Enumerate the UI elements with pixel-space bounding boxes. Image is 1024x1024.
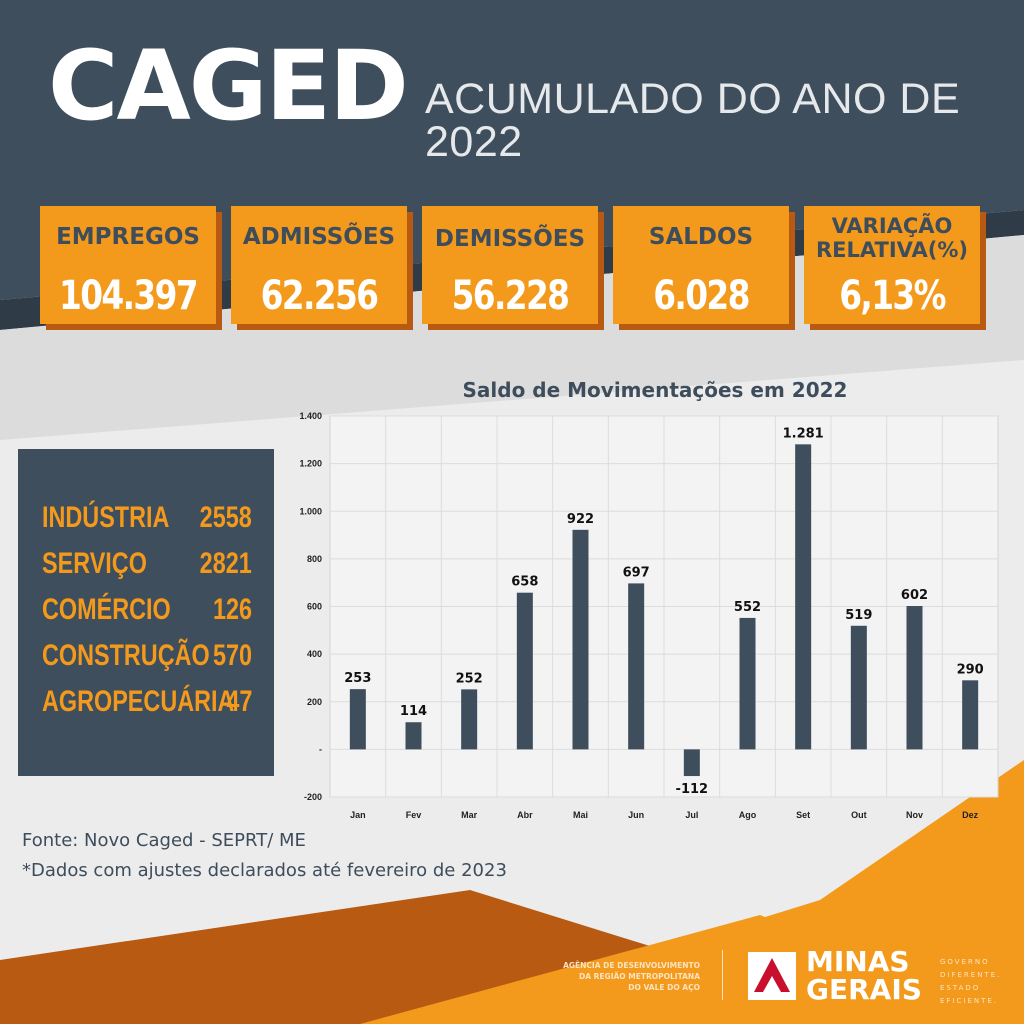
- x-tick-label: Jan: [350, 810, 366, 820]
- bar-dez: [962, 680, 979, 750]
- footnote-line: *Dados com ajustes declarados até fevere…: [22, 860, 507, 881]
- kpi-label: SALDOS: [648, 224, 754, 250]
- kpi-value: 6.028: [653, 273, 750, 319]
- bar-out: [850, 625, 867, 750]
- bar-jul: [683, 749, 700, 777]
- data-label: 253: [344, 671, 371, 686]
- sector-row-servico: SERVIÇO 2821: [42, 547, 252, 587]
- data-label: 697: [623, 565, 650, 580]
- data-label: 1.281: [783, 426, 824, 441]
- data-label: 114: [400, 704, 427, 719]
- bar-set: [795, 444, 812, 750]
- bar-chart: -200-2004006008001.0001.2001.400253Jan11…: [299, 411, 999, 820]
- data-label: 922: [567, 512, 594, 527]
- source-line: Fonte: Novo Caged - SEPRT/ ME: [22, 830, 306, 851]
- x-tick-label: Set: [796, 810, 810, 820]
- y-tick-label: -: [319, 744, 322, 754]
- sector-name: INDÚSTRIA: [42, 501, 170, 534]
- brand-line: GERAIS: [806, 973, 922, 1006]
- y-tick-label: 1.200: [299, 459, 322, 469]
- sector-value: 126: [212, 593, 252, 626]
- kpi-value: 62.256: [260, 273, 379, 319]
- bar-mai: [572, 529, 589, 750]
- x-tick-label: Dez: [962, 810, 979, 820]
- kpi-label: ADMISSÕES: [242, 224, 396, 250]
- agency-line: AGÊNCIA DE DESENVOLVIMENTO: [563, 961, 700, 970]
- y-tick-label: 400: [307, 649, 322, 659]
- sector-value: 47: [225, 685, 252, 718]
- slogan-line: GOVERNO: [940, 958, 990, 966]
- sector-row-industria: INDÚSTRIA 2558: [42, 501, 252, 541]
- y-tick-label: -200: [304, 792, 322, 802]
- chart-title: Saldo de Movimentações em 2022: [462, 378, 848, 402]
- data-label: 602: [901, 588, 928, 603]
- x-tick-label: Jun: [628, 810, 644, 820]
- kpi-label-line2: RELATIVA(%): [816, 238, 968, 262]
- brand-line: MINAS: [806, 945, 910, 978]
- page-title: CAGED: [48, 30, 409, 142]
- sector-value: 570: [212, 639, 252, 672]
- slogan-line: ESTADO: [940, 984, 981, 992]
- kpi-value: 56.228: [451, 273, 570, 319]
- kpi-empregos: EMPREGOS 104.397: [40, 206, 216, 324]
- data-label: 658: [511, 575, 538, 590]
- x-tick-label: Nov: [906, 810, 923, 820]
- source-note: Fonte: Novo Caged - SEPRT/ ME *Dados com…: [22, 826, 507, 886]
- sector-panel: INDÚSTRIA 2558 SERVIÇO 2821 COMÉRCIO 126…: [18, 449, 274, 776]
- sector-value: 2558: [199, 501, 252, 534]
- brand-name: MINAS GERAIS: [806, 948, 922, 1004]
- kpi-saldos: SALDOS 6.028: [613, 206, 789, 324]
- bar-mar: [461, 689, 478, 750]
- data-label: 290: [957, 662, 984, 677]
- x-tick-label: Mai: [573, 810, 588, 820]
- bar-jun: [628, 583, 645, 750]
- y-tick-label: 1.000: [299, 506, 322, 516]
- bar-abr: [516, 592, 533, 750]
- minas-gerais-triangle-icon: [748, 952, 796, 1000]
- kpi-admissoes: ADMISSÕES 62.256: [231, 206, 407, 324]
- kpi-label: VARIAÇÃO RELATIVA(%): [804, 214, 980, 262]
- sector-name: SERVIÇO: [42, 547, 147, 580]
- slogan-line: DIFERENTE.: [940, 971, 1002, 979]
- logo-divider: [722, 950, 723, 1000]
- kpi-label: DEMISSÕES: [434, 226, 586, 252]
- sector-row-construcao: CONSTRUÇÃO 570: [42, 639, 252, 679]
- x-tick-label: Ago: [739, 810, 757, 820]
- agency-line: DO VALE DO AÇO: [628, 983, 700, 992]
- sector-name: AGROPECUÁRIA: [42, 685, 235, 718]
- data-label: 252: [456, 671, 483, 686]
- y-tick-label: 200: [307, 697, 322, 707]
- x-tick-label: Abr: [517, 810, 533, 820]
- page-subtitle: ACUMULADO DO ANO DE 2022: [425, 75, 961, 166]
- x-tick-label: Out: [851, 810, 867, 820]
- kpi-label: EMPREGOS: [56, 224, 200, 250]
- y-tick-label: 800: [307, 554, 322, 564]
- kpi-label-line1: VARIAÇÃO: [831, 214, 953, 238]
- y-tick-label: 600: [307, 602, 322, 612]
- sector-name: COMÉRCIO: [42, 593, 171, 626]
- data-label: 552: [734, 600, 761, 615]
- agency-line: DA REGIÃO METROPOLITANA: [579, 972, 700, 981]
- x-tick-label: Fev: [406, 810, 422, 820]
- kpi-demissoes: DEMISSÕES 56.228: [422, 206, 598, 324]
- sector-row-comercio: COMÉRCIO 126: [42, 593, 252, 633]
- sector-row-agropecuaria: AGROPECUÁRIA 47: [42, 685, 252, 725]
- brand-slogan: GOVERNO DIFERENTE. ESTADO EFICIENTE.: [940, 956, 1001, 1008]
- bar-nov: [906, 606, 923, 750]
- x-tick-label: Mar: [461, 810, 478, 820]
- agency-logo-text: AGÊNCIA DE DESENVOLVIMENTO DA REGIÃO MET…: [520, 960, 700, 993]
- data-label: -112: [676, 782, 709, 797]
- x-tick-label: Jul: [685, 810, 698, 820]
- y-tick-label: 1.400: [299, 411, 322, 421]
- bar-fev: [405, 722, 422, 750]
- slogan-line: EFICIENTE.: [940, 997, 999, 1005]
- bar-ago: [739, 617, 756, 750]
- sector-name: CONSTRUÇÃO: [42, 639, 210, 672]
- data-label: 519: [845, 608, 872, 623]
- sector-value: 2821: [199, 547, 252, 580]
- kpi-variacao: VARIAÇÃO RELATIVA(%) 6,13%: [804, 206, 980, 324]
- bar-jan: [349, 689, 366, 750]
- kpi-value: 104.397: [59, 273, 199, 319]
- kpi-value: 6,13%: [839, 273, 946, 319]
